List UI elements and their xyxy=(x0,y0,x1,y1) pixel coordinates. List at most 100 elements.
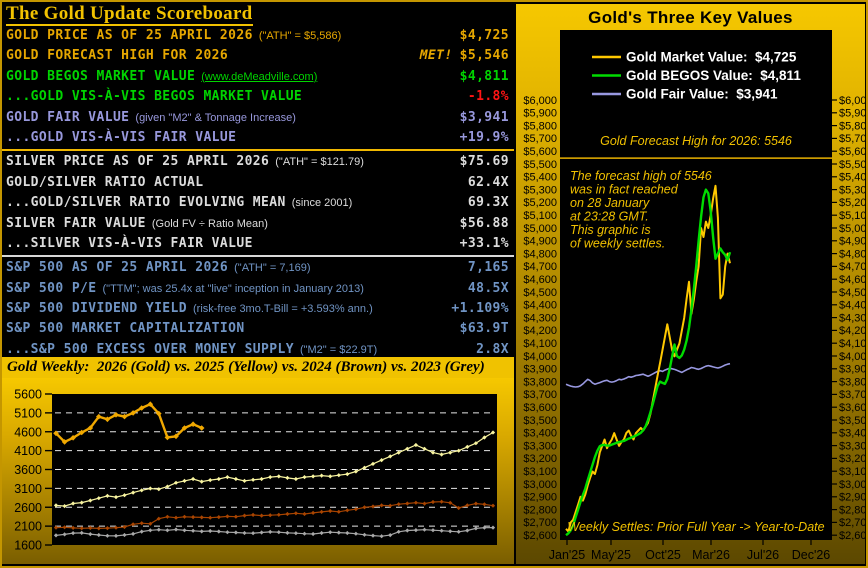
row-label-text: SILVER PRICE AS OF 25 APRIL 2026 xyxy=(6,154,270,170)
y-tick-label-left: $5,900 xyxy=(523,108,557,120)
row-label: GOLD FORECAST HIGH FOR 2026 xyxy=(6,46,228,66)
annotation-line: The forecast high of 5546 xyxy=(570,169,712,183)
y-tick-label-left: $4,100 xyxy=(523,338,557,350)
y-tick-label-right: $4,900 xyxy=(839,236,865,248)
row-label-text: GOLD BEGOS MARKET VALUE xyxy=(6,68,196,84)
y-tick-label-left: $3,900 xyxy=(523,364,557,376)
row-value: 69.3X xyxy=(467,195,509,211)
y-tick-label-right: $3,700 xyxy=(839,389,865,401)
y-tick-label-left: $2,800 xyxy=(523,504,557,516)
scoreboard-rows: GOLD PRICE AS OF 25 APRIL 2026 ("ATH" = $… xyxy=(2,25,514,360)
row-label-text: GOLD FORECAST HIGH FOR 2026 xyxy=(6,48,229,64)
series-Gold BEGOS Value xyxy=(565,188,732,537)
y-tick-label-left: $5,200 xyxy=(523,197,557,209)
x-tick-label: Jul'26 xyxy=(747,548,779,562)
row-label-text: SILVER FAIR VALUE xyxy=(6,215,146,231)
y-tick-label-left: $4,300 xyxy=(523,312,557,324)
row-value: $4,725 xyxy=(459,28,509,43)
y-tick-label-right: $2,800 xyxy=(839,504,865,516)
row-label-text: ...GOLD/SILVER RATIO EVOLVING MEAN xyxy=(6,195,286,211)
y-tick-label-left: $4,400 xyxy=(523,300,557,312)
row-value: 62.4X xyxy=(467,174,509,190)
scoreboard-row: SILVER FAIR VALUE (Gold FV ÷ Ratio Mean) $… xyxy=(2,214,514,234)
annotation-line: at 23:28 GMT. xyxy=(570,210,649,224)
y-tick-label: 3600 xyxy=(14,463,42,477)
scoreboard-row: GOLD/SILVER RATIO ACTUAL 62.4X xyxy=(2,173,514,193)
scoreboard-row: ...GOLD VIS-À-VIS BEGOS MARKET VALUE -1.8… xyxy=(2,87,514,107)
y-tick-label: 4100 xyxy=(14,444,42,458)
y-tick-label-left: $5,500 xyxy=(523,159,557,171)
row-value: 7,165 xyxy=(467,260,509,276)
gold-weekly-banner: Gold Weekly: 2026 (Gold) vs. 2025 (Yello… xyxy=(2,357,514,378)
y-tick-label-right: $5,600 xyxy=(839,146,865,158)
y-tick-label-left: $4,600 xyxy=(523,274,557,286)
y-tick-label-right: $3,400 xyxy=(839,428,865,440)
y-tick-label: 4600 xyxy=(14,425,42,439)
section-divider xyxy=(2,149,514,152)
row-label-text: GOLD PRICE AS OF 25 APRIL 2026 xyxy=(6,28,253,43)
scoreboard-panel: The Gold Update Scoreboard GOLD PRICE AS… xyxy=(2,2,514,566)
row-label-text: S&P 500 DIVIDEND YIELD xyxy=(6,301,187,317)
y-tick-label-right: $3,300 xyxy=(839,440,865,452)
y-tick-label-left: $5,000 xyxy=(523,223,557,235)
row-note: (given "M2" & Tonnage Increase) xyxy=(135,111,296,124)
row-label-text: ...SILVER VIS-À-VIS FAIR VALUE xyxy=(6,235,253,251)
row-label-text: GOLD/SILVER RATIO ACTUAL xyxy=(6,174,204,190)
row-label: SILVER PRICE AS OF 25 APRIL 2026 ("ATH" =… xyxy=(6,152,364,172)
legend-label: Gold Market Value: $4,725 xyxy=(626,50,797,65)
y-tick-label: 2100 xyxy=(14,520,42,534)
y-tick-label-right: $5,000 xyxy=(839,223,865,235)
row-label: GOLD PRICE AS OF 25 APRIL 2026 ("ATH" = $… xyxy=(6,26,341,46)
three-key-values-chart: $6,000$6,000$5,900$5,900$5,800$5,800$5,7… xyxy=(523,30,865,562)
legend-label: Gold Fair Value: $3,941 xyxy=(626,87,778,102)
row-note: (Gold FV ÷ Ratio Mean) xyxy=(151,217,268,230)
y-tick-label-left: $3,800 xyxy=(523,376,557,388)
scoreboard-row: S&P 500 DIVIDEND YIELD (risk-free 3mo.T-B… xyxy=(2,299,514,319)
series-2025 (Yellow) xyxy=(55,431,494,507)
y-tick-label-left: $3,200 xyxy=(523,453,557,465)
scoreboard-row: S&P 500 AS OF 25 APRIL 2026 ("ATH" = 7,16… xyxy=(2,258,514,278)
y-tick-label-right: $5,900 xyxy=(839,108,865,120)
row-note: ("ATH" = 7,169) xyxy=(234,262,311,275)
page-title-text: The Gold Update Scoreboard xyxy=(6,3,253,26)
row-label: ...GOLD VIS-À-VIS FAIR VALUE xyxy=(6,128,236,148)
y-tick-label-right: $5,100 xyxy=(839,210,865,222)
x-tick-label: May'25 xyxy=(591,548,631,562)
y-tick-label-right: $5,700 xyxy=(839,133,865,145)
forecast-note: Gold Forecast High for 2026: 5546 xyxy=(600,134,792,148)
y-tick-label-right: $3,100 xyxy=(839,466,865,478)
y-tick-label-left: $4,700 xyxy=(523,261,557,273)
series-2024 (Brown) xyxy=(55,501,494,530)
demeadville-link[interactable]: (www.deMeadville.com) xyxy=(201,70,318,83)
x-tick-label: Mar'26 xyxy=(692,548,730,562)
y-tick-label-left: $4,000 xyxy=(523,351,557,363)
row-label: SILVER FAIR VALUE (Gold FV ÷ Ratio Mean) xyxy=(6,214,268,234)
row-label: GOLD BEGOS MARKET VALUE (www.deMeadville.… xyxy=(6,67,317,87)
scoreboard-row: S&P 500 MARKET CAPITALIZATION $63.9T xyxy=(2,319,514,339)
row-value: -1.8% xyxy=(467,89,509,105)
legend-label: Gold BEGOS Value: $4,811 xyxy=(626,68,801,83)
y-tick-label-left: $3,700 xyxy=(523,389,557,401)
y-tick-label-right: $4,000 xyxy=(839,351,865,363)
x-tick-label: Jan'25 xyxy=(549,548,585,562)
row-label: S&P 500 AS OF 25 APRIL 2026 ("ATH" = 7,16… xyxy=(6,258,311,278)
y-tick-label-right: $5,200 xyxy=(839,197,865,209)
y-tick-label-right: $4,700 xyxy=(839,261,865,273)
y-tick-label-left: $6,000 xyxy=(523,95,557,107)
x-tick-label: Oct'25 xyxy=(645,548,681,562)
row-label: GOLD FAIR VALUE (given "M2" & Tonnage Inc… xyxy=(6,108,296,128)
row-label: GOLD/SILVER RATIO ACTUAL xyxy=(6,173,203,193)
y-tick-label-right: $6,000 xyxy=(839,95,865,107)
y-tick-label-right: $5,500 xyxy=(839,159,865,171)
row-value: $3,941 xyxy=(459,109,509,125)
scoreboard-row: GOLD FORECAST HIGH FOR 2026 MET! $5,546 xyxy=(2,46,514,66)
y-tick-label-left: $5,300 xyxy=(523,184,557,196)
bottom-note: Weekly Settles: Prior Full Year -> Year-… xyxy=(567,520,824,534)
y-tick-label: 5100 xyxy=(14,406,42,420)
y-tick-label-right: $2,600 xyxy=(839,530,865,542)
gold-weekly-chart-region: 5600 5100 4600 4100 3600 3100 2600 2100 1600 xyxy=(2,378,514,564)
row-note: ("M2" = $22.9T) xyxy=(299,343,378,356)
scoreboard-row: ...GOLD VIS-À-VIS FAIR VALUE +19.9% xyxy=(2,128,514,148)
y-tick-label-right: $5,400 xyxy=(839,172,865,184)
